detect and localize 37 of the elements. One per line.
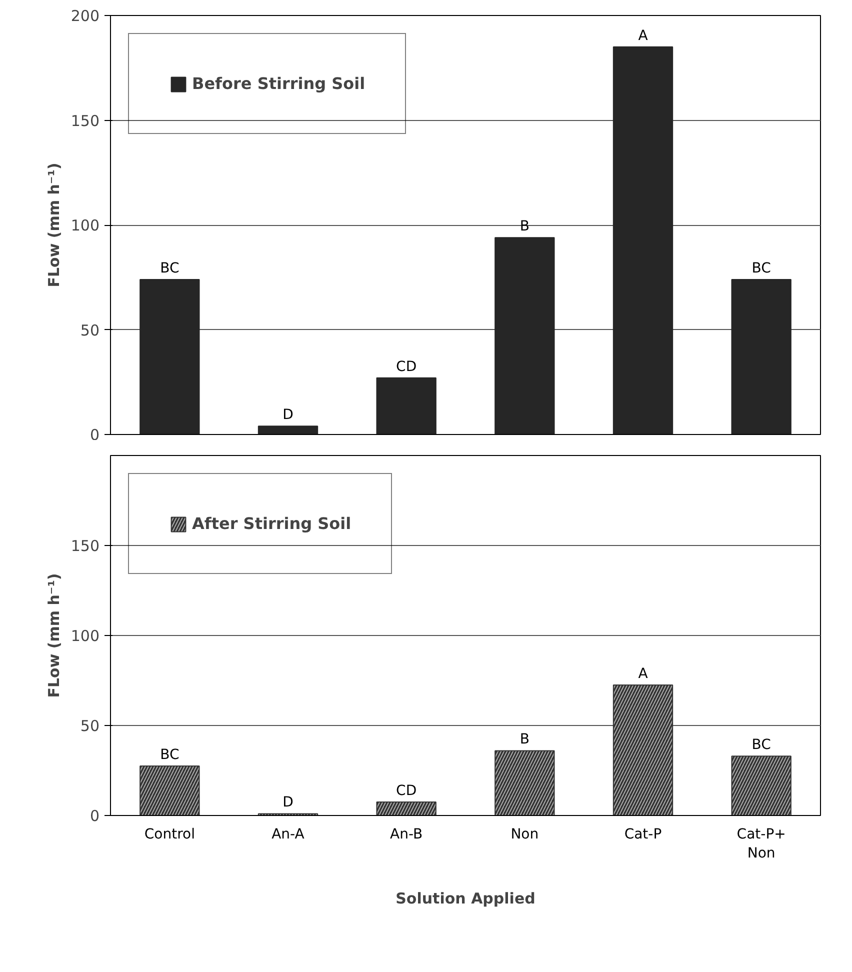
annotation: CD [396,358,417,375]
y-tick-label: 100 [70,627,100,645]
bar [731,278,792,434]
bar [612,46,674,434]
annotation: BC [752,737,772,754]
x-axis-title: Solution Applied [396,890,536,908]
annotation: BC [160,260,180,276]
annotation: BC [752,260,772,276]
annotation: BC [160,747,180,763]
x-tick-label: An-B [390,826,423,842]
annotation: CD [396,783,417,799]
annotation: D [282,407,294,424]
bar [140,278,200,434]
y-tick-label: 100 [70,216,100,234]
legend-label: Before Stirring Soil [192,74,366,93]
x-tick-label: Control [144,826,195,842]
x-tick-label: An-A [272,826,305,842]
y-axis-title: FLow (mm h⁻¹) [44,162,63,288]
annotation: B [520,732,530,748]
y-axis-title: FLow (mm h⁻¹) [44,573,63,698]
y-tick-label: 50 [80,717,100,735]
bar [494,237,555,434]
x-tick-label: Cat-P [624,826,662,842]
y-tick-label: 0 [90,426,100,444]
annotation: A [638,666,648,682]
y-tick-label: 150 [70,537,100,555]
legend-label: After Stirring Soil [192,514,352,533]
y-tick-label: 150 [70,112,100,130]
annotation: A [638,28,648,44]
annotation: D [282,794,294,811]
x-tick-label: Cat-P+ Non [736,826,786,862]
y-tick-label: 200 [70,7,100,25]
x-tick-label: Non [510,826,539,842]
bar [376,377,436,434]
y-tick-label: 0 [90,807,100,825]
y-tick-label: 50 [80,321,100,340]
bar [258,426,318,434]
